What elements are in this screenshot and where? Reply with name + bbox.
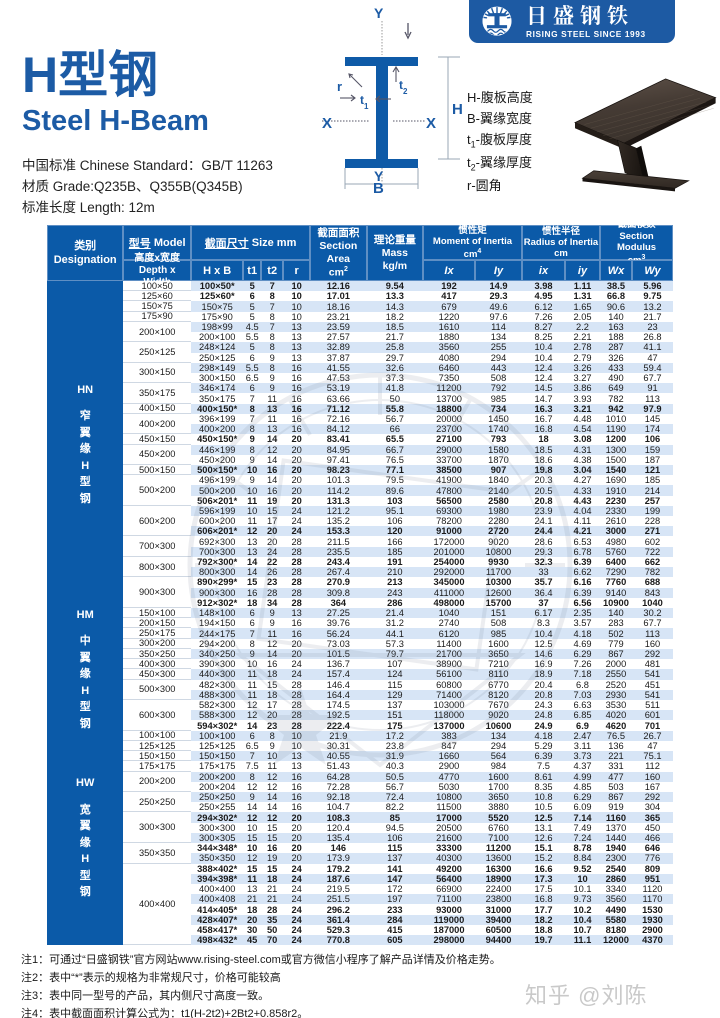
svg-text:B: B [373,180,384,194]
svg-text:Y: Y [374,5,384,21]
svg-text:r: r [337,79,342,94]
svg-text:X: X [426,115,436,132]
svg-text:t2: t2 [399,78,408,96]
svg-text:X: X [322,115,332,132]
svg-text:t1: t1 [360,93,369,111]
svg-text:H: H [452,101,463,118]
